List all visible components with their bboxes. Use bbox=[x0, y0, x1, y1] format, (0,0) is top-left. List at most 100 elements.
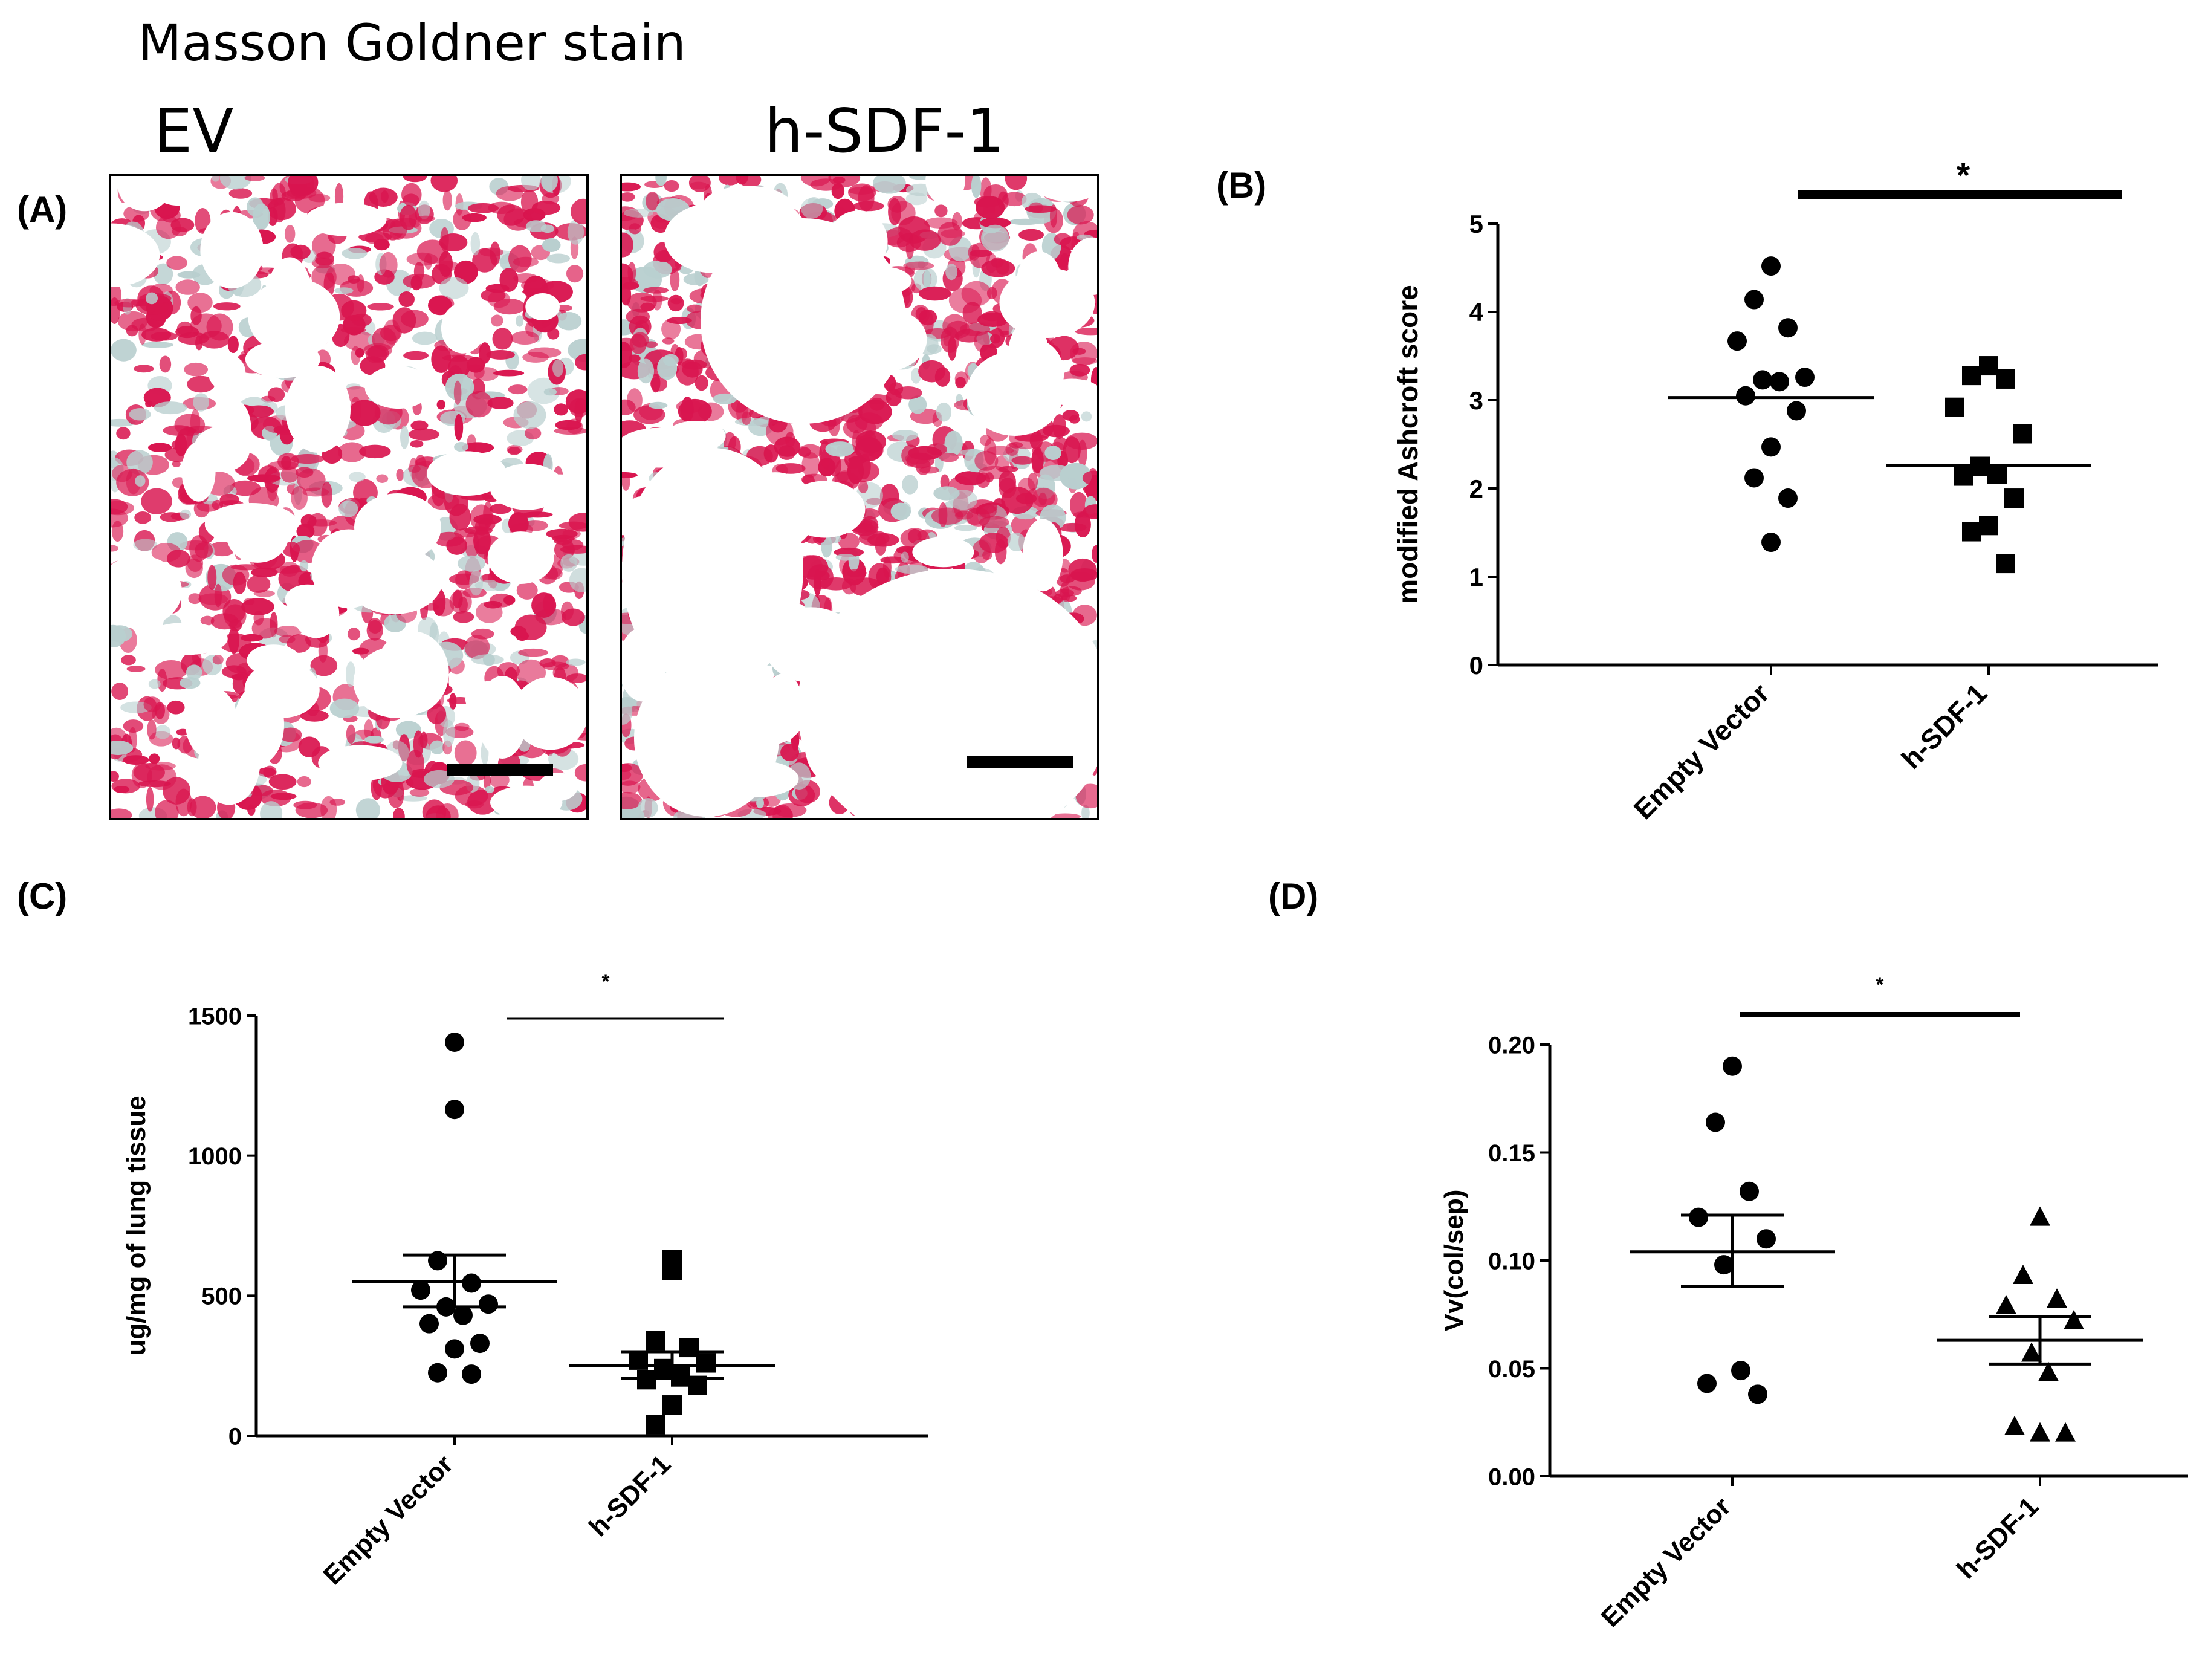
tissue-blob bbox=[206, 313, 233, 341]
tissue-blob bbox=[961, 281, 992, 306]
tissue-blob bbox=[207, 565, 217, 591]
tissue-blob bbox=[1069, 415, 1080, 424]
tissue-blob bbox=[942, 314, 968, 338]
chart-0: 0 1 2 3 4 5 modified Ashcroft score Empty Vecto… bbox=[1392, 156, 2158, 825]
tissue-blob bbox=[180, 509, 192, 520]
data-point bbox=[1727, 331, 1747, 351]
alveolus-space bbox=[346, 546, 443, 614]
tissue-blob bbox=[408, 428, 440, 441]
chart-2: 0.00 0.05 0.10 0.15 0.20 Vv(col/sep) Empty Vec… bbox=[1439, 973, 2188, 1633]
tissue-blob bbox=[116, 427, 131, 440]
alveoli-layer bbox=[111, 176, 586, 818]
tissue-blob bbox=[681, 397, 694, 423]
tissue-blob bbox=[977, 313, 1009, 327]
hsdf1-label: h-SDF-1 bbox=[765, 96, 1005, 166]
y-tick-label: 1 bbox=[1469, 563, 1483, 591]
tissue-blob bbox=[948, 490, 978, 510]
tissue-blob bbox=[149, 753, 160, 764]
alveolus-space bbox=[200, 212, 264, 289]
tissue-blob bbox=[273, 198, 286, 223]
tissue-blob bbox=[955, 377, 966, 389]
tissue-blob bbox=[985, 253, 997, 273]
data-point bbox=[1723, 1056, 1742, 1076]
y-tick-label: 4 bbox=[1469, 298, 1484, 326]
tissue-blob bbox=[111, 683, 129, 700]
tissue-blob bbox=[670, 268, 680, 292]
tissue-blob bbox=[622, 764, 632, 773]
tissue-blob bbox=[936, 402, 952, 422]
tissue-blob bbox=[971, 176, 982, 198]
tissue-blob bbox=[508, 384, 528, 395]
tissue-blob bbox=[855, 437, 883, 461]
tissue-blob bbox=[622, 192, 635, 202]
tissue-blob bbox=[412, 331, 438, 345]
tissue-blob bbox=[439, 251, 453, 277]
tissue-blob bbox=[200, 615, 215, 626]
tissue-blob bbox=[297, 468, 326, 492]
tissue-blob bbox=[566, 658, 586, 666]
tissue-blob bbox=[547, 328, 560, 340]
tissue-blob bbox=[347, 628, 361, 641]
y-tick-label: 0.00 bbox=[1488, 1464, 1535, 1490]
tissue-blob bbox=[418, 200, 430, 219]
tissue-blob bbox=[442, 719, 455, 747]
alveolus-space bbox=[267, 257, 312, 339]
tissue-blob bbox=[188, 593, 202, 605]
tissue-blob bbox=[228, 188, 253, 199]
alveolus-space bbox=[204, 502, 299, 546]
tissue-blob bbox=[493, 369, 525, 377]
alveolus-space bbox=[525, 293, 560, 320]
tissue-blob bbox=[121, 655, 136, 666]
data-point bbox=[445, 1033, 464, 1052]
tissue-blob bbox=[464, 531, 480, 559]
tissue-blob bbox=[552, 663, 579, 683]
alveolus-space bbox=[181, 441, 216, 502]
alveolus-space bbox=[198, 723, 261, 805]
tissue-blob bbox=[159, 355, 172, 373]
tissue-blob bbox=[464, 635, 490, 660]
tissue-blob bbox=[470, 232, 481, 256]
tissue-blob bbox=[626, 308, 650, 325]
tissue-blob bbox=[945, 264, 958, 281]
tissue-blob bbox=[552, 359, 564, 377]
tissue-blob bbox=[560, 554, 578, 572]
tissue-blob bbox=[739, 176, 762, 188]
tissue-blob bbox=[153, 263, 173, 285]
tissue-blob bbox=[629, 223, 641, 235]
tissue-blob bbox=[141, 488, 172, 514]
data-point bbox=[2030, 1206, 2050, 1226]
data-point bbox=[1689, 1207, 1708, 1227]
tissue-blob bbox=[277, 453, 299, 470]
data-point bbox=[428, 1363, 447, 1383]
tissue-blob bbox=[940, 474, 950, 490]
tissue-blob bbox=[308, 513, 328, 537]
tissue-blob bbox=[170, 218, 195, 232]
tissue-blob bbox=[436, 400, 445, 410]
tissue-blob bbox=[393, 808, 405, 818]
tissue-blob bbox=[491, 314, 503, 327]
tissue-blob bbox=[486, 349, 515, 360]
tissue-blob bbox=[403, 351, 429, 360]
tissue-blob bbox=[934, 204, 948, 218]
tissue-blob bbox=[637, 358, 655, 384]
micrograph-hsdf1 bbox=[620, 174, 1099, 820]
tissue-blob bbox=[531, 201, 561, 215]
tissue-blob bbox=[492, 328, 513, 350]
tissue-blob bbox=[1074, 511, 1091, 538]
tissue-blob bbox=[400, 426, 409, 449]
tissue-blob bbox=[364, 719, 374, 740]
tissue-blob bbox=[180, 676, 201, 689]
data-point bbox=[1761, 437, 1781, 457]
alveolus-space bbox=[247, 644, 301, 676]
data-point bbox=[654, 1358, 673, 1378]
tissue-blob bbox=[376, 474, 389, 483]
tissue-blob bbox=[172, 737, 181, 750]
tissue-blob bbox=[1082, 470, 1097, 485]
tissue-blob bbox=[848, 183, 876, 201]
alveolus-space bbox=[354, 493, 441, 562]
tissue-blob bbox=[908, 395, 927, 414]
tissue-blob bbox=[345, 661, 356, 687]
tissue-blob bbox=[847, 569, 862, 578]
alveolus-space bbox=[111, 556, 182, 627]
alveolus-space bbox=[489, 464, 565, 510]
